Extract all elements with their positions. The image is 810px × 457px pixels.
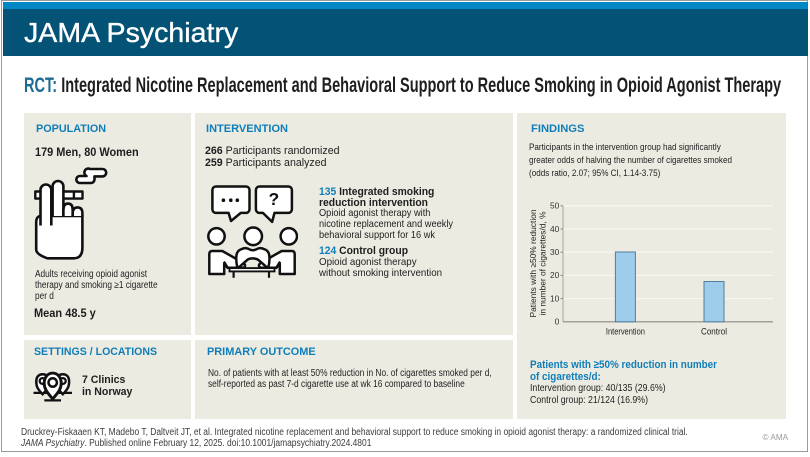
svg-text:in number of cigarettes/d, %: in number of cigarettes/d, % [538, 210, 548, 315]
svg-text:?: ? [269, 189, 280, 209]
svg-text:50: 50 [550, 200, 560, 210]
svg-text:Intervention: Intervention [606, 325, 645, 336]
svg-text:Patients with ≥50% reduction: Patients with ≥50% reduction [528, 209, 538, 317]
svg-text:0: 0 [555, 316, 560, 326]
svg-text:10: 10 [550, 293, 560, 303]
svg-text:Control: Control [701, 325, 727, 336]
svg-text:40: 40 [550, 223, 560, 233]
svg-text:20: 20 [550, 270, 560, 280]
svg-text:30: 30 [550, 247, 560, 257]
